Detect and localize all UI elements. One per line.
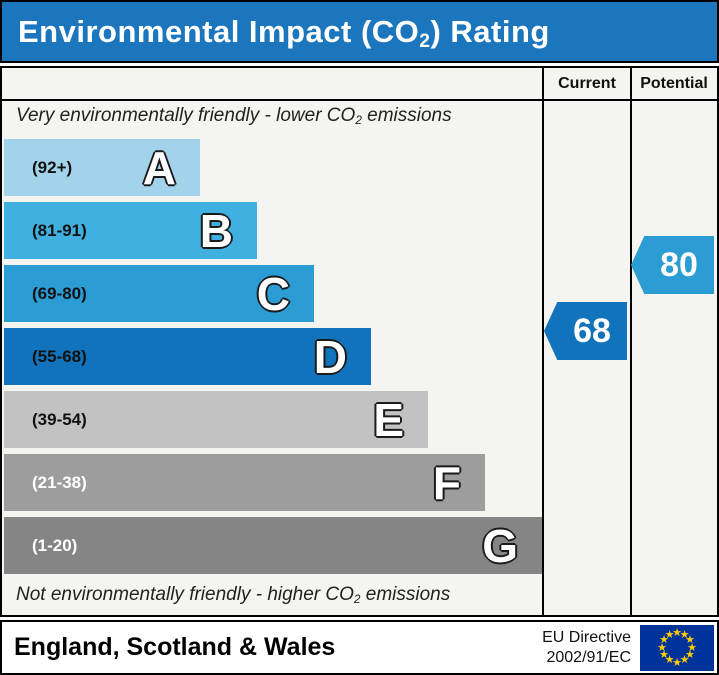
eu-flag-star: ★ (664, 627, 675, 641)
bottom-caption: Not environmentally friendly - higher CO… (16, 584, 451, 607)
eu-flag-star: ★ (679, 653, 690, 667)
eu-flag-star: ★ (679, 627, 690, 641)
eu-flag-star: ★ (657, 640, 667, 654)
co2-subscript: 2 (353, 593, 361, 607)
eu-flag-icon: ★ ★ ★ ★ ★ ★ ★ ★ ★ ★ ★ ★ (640, 624, 714, 671)
band-range-label: (81-91) (32, 220, 87, 240)
current-column-header: Current (558, 74, 616, 92)
region-label: England, Scotland & Wales (14, 633, 336, 661)
chart-title: Environmental Impact (CO2) Rating (18, 13, 550, 52)
band-row-d: (55-68) D (4, 328, 371, 385)
current-column-divider (542, 66, 544, 617)
chart-title-bar: Environmental Impact (CO2) Rating (0, 0, 719, 63)
top-caption: Very environmentally friendly - lower CO… (16, 105, 452, 128)
eu-flag-star: ★ (685, 648, 695, 661)
band-row-c: (69-80) C (4, 265, 314, 322)
header-row-divider (0, 99, 719, 101)
band-letter: G (482, 519, 518, 572)
current-rating-arrow: 68 (544, 302, 627, 360)
band-range-label: (69-80) (32, 283, 87, 303)
footer-bar: England, Scotland & Wales EU Directive 2… (0, 620, 719, 675)
band-row-f: (21-38) F (4, 454, 485, 511)
co2-subscript: 2 (419, 30, 431, 52)
band-letter: A (142, 141, 176, 194)
potential-column-header: Potential (640, 74, 708, 92)
band-row-e: (39-54) E (4, 391, 428, 448)
band-range-label: (55-68) (32, 346, 87, 366)
band-row-g: (1-20) G (4, 517, 542, 574)
eu-flag-star: ★ (672, 625, 682, 639)
band-letter: D (313, 330, 347, 383)
current-rating-value: 68 (573, 311, 611, 350)
band-range-label: (1-20) (32, 535, 78, 555)
potential-column-divider (630, 66, 632, 617)
band-row-b: (81-91) B (4, 202, 257, 259)
eu-flag-star: ★ (672, 655, 682, 669)
eu-flag-star: ★ (685, 633, 695, 646)
band-letter: E (373, 393, 404, 446)
potential-rating-value: 80 (660, 245, 698, 284)
band-row-a: (92+) A (4, 139, 200, 196)
potential-rating-arrow: 80 (631, 236, 714, 294)
eu-flag-star: ★ (664, 653, 675, 667)
band-range-label: (39-54) (32, 409, 87, 429)
eu-directive-label: EU Directive 2002/91/EC (542, 628, 631, 666)
eu-flag-star: ★ (687, 640, 697, 654)
eu-flag-star: ★ (659, 633, 669, 646)
co2-subscript: 2 (355, 114, 362, 128)
eu-flag-star: ★ (659, 648, 669, 661)
band-letter: C (256, 267, 290, 320)
band-letter: B (199, 204, 233, 257)
band-range-label: (21-38) (32, 472, 87, 492)
band-range-label: (92+) (32, 157, 73, 177)
band-letter: F (432, 456, 461, 509)
